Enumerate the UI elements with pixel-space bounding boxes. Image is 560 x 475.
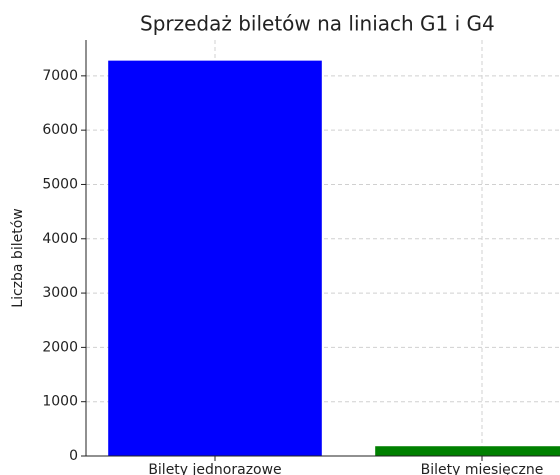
x-tick-label: Bilety miesięczne bbox=[421, 462, 544, 475]
y-tick-label: 0 bbox=[69, 448, 78, 464]
y-tick-label: 2000 bbox=[42, 339, 78, 355]
y-tick-label: 3000 bbox=[42, 285, 78, 301]
y-tick-label: 1000 bbox=[42, 394, 78, 410]
y-axis-label: Liczba biletów bbox=[10, 208, 26, 307]
bar bbox=[375, 446, 560, 456]
x-tick-label: Bilety jednorazowe bbox=[148, 462, 281, 475]
y-tick-label: 6000 bbox=[42, 122, 78, 138]
chart-title: Sprzedaż biletów na liniach G1 i G4 bbox=[140, 12, 495, 36]
y-tick-label: 7000 bbox=[42, 68, 78, 84]
bar bbox=[108, 60, 322, 456]
y-tick-label: 5000 bbox=[42, 176, 78, 192]
y-tick-label: 4000 bbox=[42, 231, 78, 247]
